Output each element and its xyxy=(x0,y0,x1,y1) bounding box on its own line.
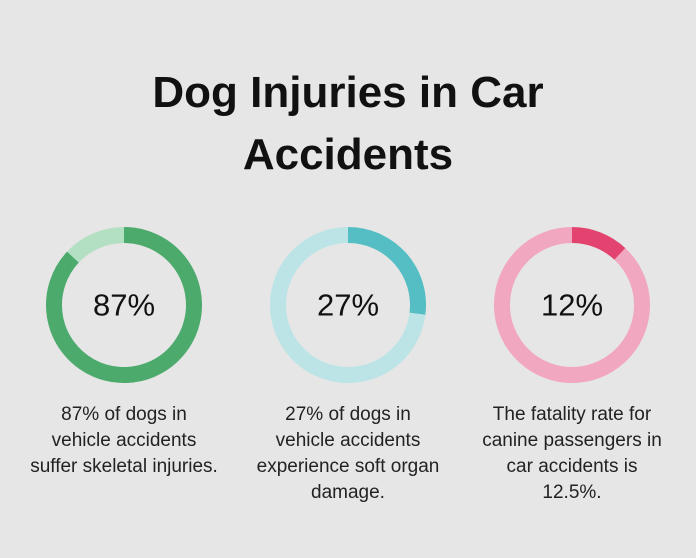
caption: The fatality rate for canine passengers … xyxy=(482,404,662,503)
center-label: 27% xyxy=(317,288,379,323)
center-label: 12% xyxy=(541,288,603,323)
donut-slice xyxy=(494,227,650,383)
caption: 27% of dogs in vehicle accidents experie… xyxy=(256,404,440,503)
title: Dog Injuries in Car Accidents xyxy=(152,68,544,179)
caption: 87% of dogs in vehicle accidents suffer … xyxy=(30,404,218,477)
donut-slice xyxy=(347,227,426,315)
donut-slice xyxy=(46,227,202,383)
center-label: 87% xyxy=(93,288,155,323)
donut-slice xyxy=(67,227,125,263)
donut-slice xyxy=(270,227,426,383)
donut-slice xyxy=(571,227,626,261)
